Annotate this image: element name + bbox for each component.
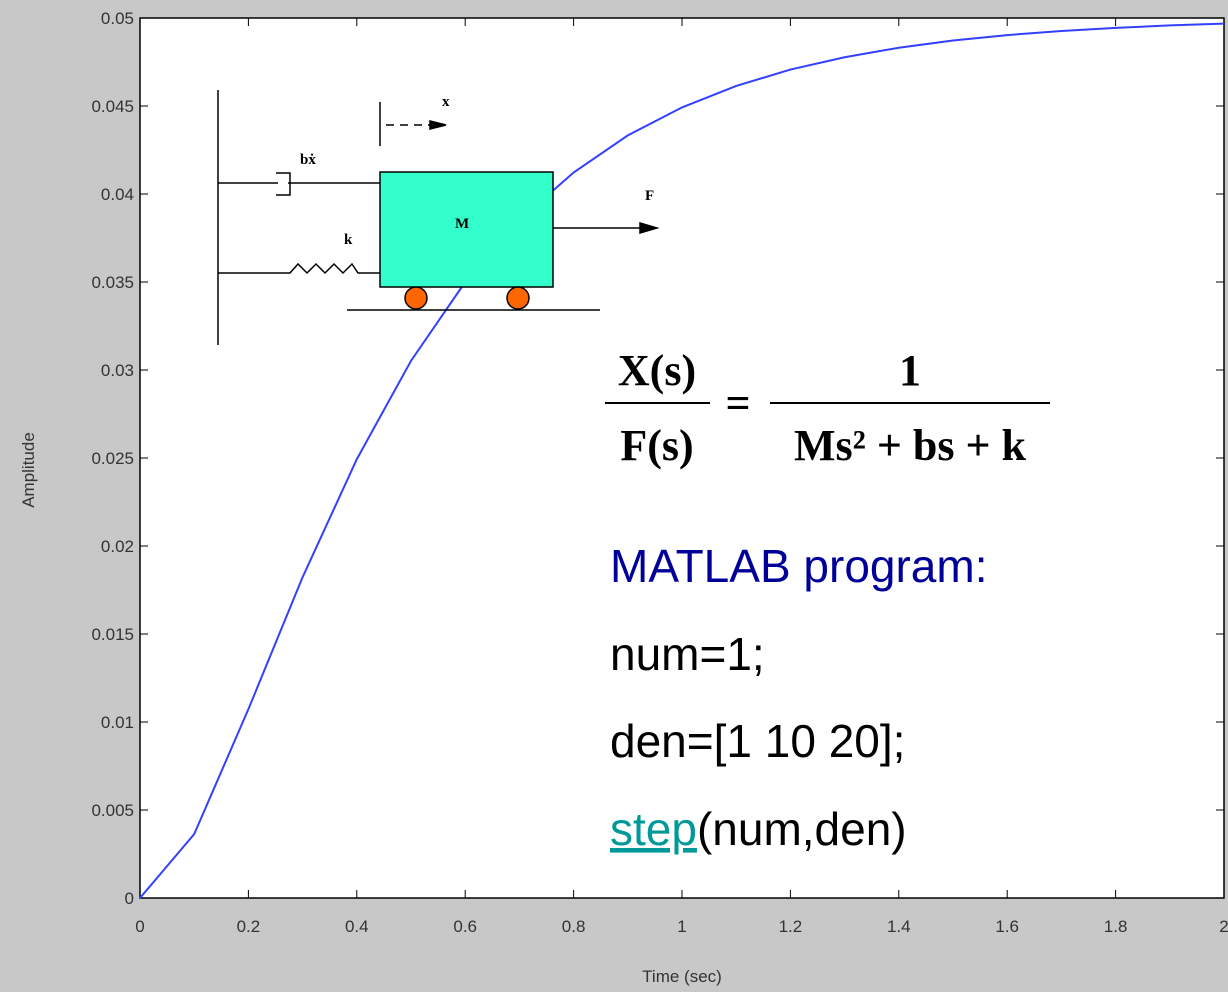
x-axis-label: Time (sec): [642, 967, 722, 986]
y-tick-label: 0: [125, 889, 134, 908]
equation-part: =: [725, 379, 750, 428]
x-tick-label: 0.2: [237, 917, 261, 936]
x-tick-label: 1.8: [1104, 917, 1128, 936]
y-tick-label: 0.02: [101, 537, 134, 556]
screen: 0 0.005 0.01 0.015 0.02 0.025 0.03 0.035 0.04 0.0…: [0, 0, 1228, 992]
step-link[interactable]: step: [610, 803, 697, 855]
y-axis-label: Amplitude: [19, 432, 38, 508]
program-heading: MATLAB program:: [610, 540, 987, 592]
x-tick-label: 1.4: [887, 917, 911, 936]
equation-part: F(s): [620, 421, 693, 470]
equation-part: Ms² + bs + k: [794, 421, 1027, 470]
y-tick-label: 0.05: [101, 9, 134, 28]
y-tick-label: 0.005: [91, 801, 134, 820]
equation-part: 1: [899, 346, 921, 395]
code-line: step(num,den): [610, 803, 907, 855]
y-tick-label: 0.015: [91, 625, 134, 644]
x-tick-label: 1.6: [995, 917, 1019, 936]
wheel: [405, 287, 427, 309]
wheel: [507, 287, 529, 309]
y-tick-label: 0.035: [91, 273, 134, 292]
code-line: den=[1 10 20];: [610, 715, 905, 767]
diagram-label: k: [344, 232, 353, 248]
code-args: (num,den): [697, 803, 907, 855]
y-tick-label: 0.025: [91, 449, 134, 468]
diagram-label: bẋ: [300, 152, 316, 168]
y-tick-label: 0.045: [91, 97, 134, 116]
code-line: num=1;: [610, 628, 765, 680]
x-tick-label: 1: [677, 917, 686, 936]
x-tick-label: 2: [1219, 917, 1228, 936]
x-tick-label: 0.6: [453, 917, 477, 936]
y-tick-label: 0.01: [101, 713, 134, 732]
diagram-label: M: [455, 216, 469, 232]
diagram-label: F: [645, 188, 654, 204]
x-tick-label: 0.4: [345, 917, 369, 936]
x-tick-label: 0: [135, 917, 144, 936]
x-tick-label: 0.8: [562, 917, 586, 936]
equation-part: X(s): [618, 346, 696, 395]
x-tick-label: 1.2: [779, 917, 803, 936]
y-tick-label: 0.04: [101, 185, 134, 204]
diagram-label: x: [442, 94, 450, 110]
y-tick-label: 0.03: [101, 361, 134, 380]
